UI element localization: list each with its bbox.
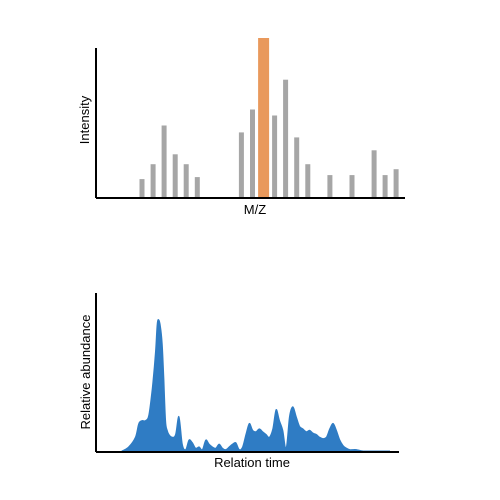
- mz-bar: [349, 175, 355, 197]
- mz-bar: [294, 137, 300, 197]
- mz-bar-highlight: [258, 38, 270, 197]
- mz-y-label: Intensity: [77, 95, 92, 144]
- chromatogram-area: [120, 319, 390, 452]
- mz-bar: [238, 132, 244, 197]
- chromatogram-y-label: Relative abundance: [78, 315, 93, 430]
- mz-bar: [393, 169, 399, 197]
- mz-bar: [161, 125, 167, 197]
- mz-bar: [150, 164, 156, 197]
- mz-bar: [272, 115, 278, 197]
- mz-bar: [382, 175, 388, 197]
- mz-bar: [172, 154, 178, 197]
- mz-bar: [139, 179, 145, 197]
- mz-bars: [139, 38, 399, 197]
- mz-x-label: M/Z: [244, 202, 266, 217]
- mz-chart: M/Z Intensity: [77, 38, 405, 217]
- chromatogram-x-label: Relation time: [214, 455, 290, 470]
- mz-bar: [194, 177, 200, 197]
- mz-bar: [283, 79, 289, 197]
- mz-bar: [183, 164, 189, 197]
- mz-bar: [327, 175, 333, 197]
- chromatogram-chart: Relation time Relative abundance: [78, 293, 399, 470]
- mz-bar: [305, 164, 311, 197]
- mz-bar: [371, 150, 377, 197]
- mz-bar: [250, 109, 255, 197]
